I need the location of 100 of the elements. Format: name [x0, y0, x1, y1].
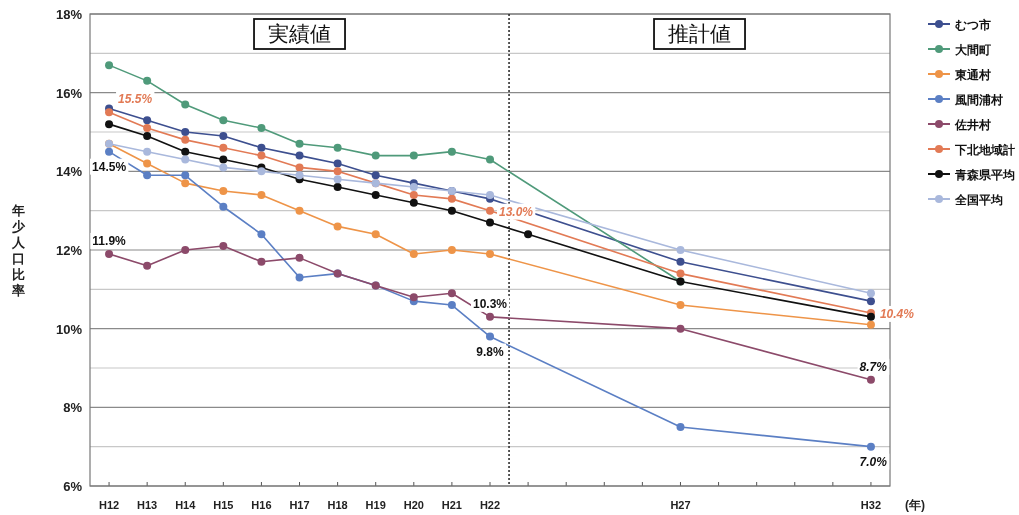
point — [295, 273, 304, 282]
point — [486, 218, 494, 227]
annotation: 推計値 — [668, 22, 732, 45]
point — [371, 230, 380, 239]
point — [333, 159, 342, 168]
value-label: 10.4% — [877, 305, 917, 322]
point — [866, 320, 875, 329]
point — [143, 116, 152, 125]
point — [257, 124, 266, 133]
point — [105, 249, 114, 258]
y-tick-label: 8% — [63, 400, 83, 416]
point — [181, 155, 190, 164]
point — [257, 257, 266, 266]
point — [219, 143, 228, 152]
point — [333, 175, 342, 184]
point — [143, 261, 152, 270]
point — [371, 151, 380, 160]
point — [105, 61, 114, 70]
point — [447, 301, 456, 310]
legend-label: 東通村 — [954, 68, 991, 82]
y-tick-label: 18% — [55, 7, 83, 22]
point — [181, 100, 190, 109]
point — [181, 171, 190, 180]
point — [333, 222, 342, 231]
point — [295, 163, 304, 172]
point — [447, 246, 456, 254]
point — [409, 293, 418, 302]
legend-label: むつ市 — [955, 18, 991, 32]
point — [676, 246, 685, 254]
value-label: 11.9% — [90, 232, 129, 249]
point — [409, 249, 418, 258]
point — [447, 147, 456, 156]
point — [257, 190, 266, 199]
point — [333, 143, 342, 152]
x-tick-label: H13 — [137, 499, 158, 511]
annotation: 推計値 — [653, 18, 746, 50]
point — [409, 190, 418, 199]
point — [447, 289, 456, 298]
point — [219, 187, 228, 195]
x-tick-label: H14 — [175, 499, 197, 511]
x-tick-label: H32 — [860, 499, 882, 511]
point — [295, 253, 304, 262]
x-tick-label: H19 — [365, 499, 386, 511]
point — [219, 242, 228, 251]
y-tick-label: 16% — [55, 85, 83, 101]
y-tick-label: 14% — [55, 164, 83, 180]
annotation: 実績値 — [253, 18, 346, 50]
point — [219, 163, 228, 172]
point — [143, 131, 152, 140]
point — [409, 183, 418, 192]
value-label: 13.0% — [497, 203, 536, 220]
x-tick-label: H17 — [289, 499, 310, 511]
point — [447, 206, 456, 215]
point — [143, 124, 152, 133]
x-axis-title: (年) — [905, 498, 925, 512]
point — [295, 139, 304, 148]
point — [486, 206, 494, 215]
point — [143, 76, 152, 85]
y-axis-title: 年少人口比率 — [10, 203, 26, 298]
point — [105, 120, 114, 129]
annotation: 実績値 — [268, 22, 332, 45]
value-label: 14.5% — [90, 158, 129, 175]
point — [181, 128, 190, 136]
x-tick-label: H21 — [441, 499, 462, 511]
point — [257, 143, 266, 152]
point — [676, 423, 685, 431]
point — [295, 151, 304, 160]
point — [486, 190, 494, 199]
point — [219, 202, 228, 211]
point — [181, 246, 190, 254]
legend-label: 全国平均 — [954, 193, 1003, 207]
x-tick-label: H18 — [327, 499, 348, 511]
point — [181, 147, 190, 156]
legend-label: 青森県平均 — [954, 168, 1015, 182]
point — [676, 301, 685, 310]
point — [676, 269, 685, 278]
legend-label: 大間町 — [955, 43, 991, 57]
point — [333, 167, 342, 176]
y-tick-label: 12% — [55, 243, 83, 258]
y-tick-label: 10% — [55, 321, 83, 337]
value-label: 7.0% — [857, 453, 890, 470]
point — [219, 155, 228, 164]
point — [143, 159, 152, 168]
point — [295, 206, 304, 215]
point — [143, 147, 152, 156]
point — [257, 167, 266, 176]
point — [676, 257, 685, 266]
point — [409, 198, 418, 207]
point — [371, 171, 380, 180]
point — [295, 171, 304, 180]
point — [486, 312, 494, 321]
point — [866, 442, 875, 451]
x-tick-label: H27 — [670, 499, 691, 511]
legend-label: 佐井村 — [954, 118, 991, 132]
point — [181, 135, 190, 144]
x-tick-label: H20 — [403, 499, 424, 511]
point — [219, 116, 228, 125]
point — [486, 332, 494, 341]
x-tick-label: H15 — [213, 499, 234, 511]
value-label: 10.3% — [471, 295, 510, 312]
